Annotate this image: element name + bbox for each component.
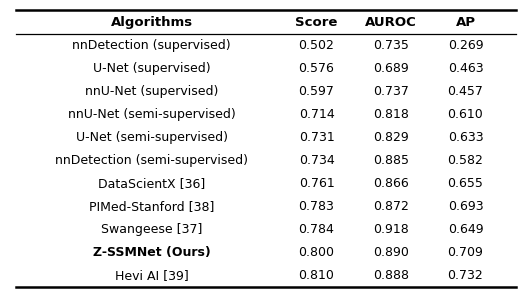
Text: 0.689: 0.689: [373, 62, 409, 75]
Text: 0.463: 0.463: [448, 62, 483, 75]
Text: 0.818: 0.818: [373, 108, 409, 121]
Text: Hevi AI [39]: Hevi AI [39]: [115, 269, 188, 282]
Text: 0.457: 0.457: [447, 85, 484, 98]
Text: nnDetection (semi-supervised): nnDetection (semi-supervised): [55, 154, 248, 167]
Text: U-Net (supervised): U-Net (supervised): [93, 62, 211, 75]
Text: Z-SSMNet (Ours): Z-SSMNet (Ours): [93, 246, 211, 259]
Text: 0.829: 0.829: [373, 131, 409, 144]
Text: nnDetection (supervised): nnDetection (supervised): [72, 39, 231, 52]
Text: AUROC: AUROC: [365, 16, 417, 29]
Text: 0.734: 0.734: [298, 154, 335, 167]
Text: DataScientX [36]: DataScientX [36]: [98, 177, 205, 190]
Text: 0.502: 0.502: [298, 39, 335, 52]
Text: 0.872: 0.872: [373, 200, 409, 213]
Text: PIMed-Stanford [38]: PIMed-Stanford [38]: [89, 200, 214, 213]
Text: 0.269: 0.269: [448, 39, 483, 52]
Text: 0.918: 0.918: [373, 223, 409, 236]
Text: 0.735: 0.735: [373, 39, 409, 52]
Text: nnU-Net (supervised): nnU-Net (supervised): [85, 85, 218, 98]
Text: 0.655: 0.655: [447, 177, 484, 190]
Text: 0.810: 0.810: [298, 269, 335, 282]
Text: 0.582: 0.582: [447, 154, 484, 167]
Text: 0.731: 0.731: [298, 131, 335, 144]
Text: 0.693: 0.693: [448, 200, 483, 213]
Text: 0.597: 0.597: [298, 85, 335, 98]
Text: nnU-Net (semi-supervised): nnU-Net (semi-supervised): [68, 108, 236, 121]
Text: Algorithms: Algorithms: [111, 16, 193, 29]
Text: 0.576: 0.576: [298, 62, 335, 75]
Text: 0.649: 0.649: [448, 223, 483, 236]
Text: 0.709: 0.709: [447, 246, 484, 259]
Text: 0.866: 0.866: [373, 177, 409, 190]
Text: 0.885: 0.885: [373, 154, 409, 167]
Text: Score: Score: [295, 16, 338, 29]
Text: 0.890: 0.890: [373, 246, 409, 259]
Text: AP: AP: [455, 16, 476, 29]
Text: 0.800: 0.800: [298, 246, 335, 259]
Text: 0.761: 0.761: [298, 177, 335, 190]
Text: Swangeese [37]: Swangeese [37]: [101, 223, 202, 236]
Text: 0.714: 0.714: [298, 108, 335, 121]
Text: 0.610: 0.610: [447, 108, 484, 121]
Text: 0.737: 0.737: [373, 85, 409, 98]
Text: 0.633: 0.633: [448, 131, 483, 144]
Text: U-Net (semi-supervised): U-Net (semi-supervised): [76, 131, 228, 144]
Text: 0.732: 0.732: [447, 269, 484, 282]
Text: 0.888: 0.888: [373, 269, 409, 282]
Text: 0.784: 0.784: [298, 223, 335, 236]
Text: 0.783: 0.783: [298, 200, 335, 213]
